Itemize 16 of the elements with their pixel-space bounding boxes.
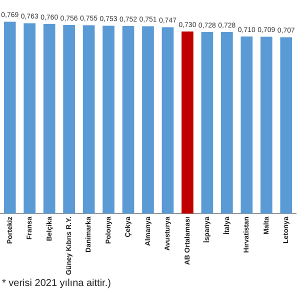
bar xyxy=(162,27,174,214)
bar xyxy=(280,37,292,214)
bar xyxy=(201,32,214,214)
bar xyxy=(142,26,154,214)
bar xyxy=(24,23,36,214)
bar xyxy=(4,22,16,214)
bar xyxy=(63,24,75,214)
bar xyxy=(182,31,194,214)
bar xyxy=(82,25,95,214)
bar xyxy=(260,36,272,214)
text: * verisi 2021 yılına aittir.) xyxy=(2,278,112,289)
bar xyxy=(102,26,114,214)
bar xyxy=(221,32,233,214)
bar xyxy=(122,26,134,214)
bar xyxy=(240,36,253,214)
bar xyxy=(43,24,56,214)
